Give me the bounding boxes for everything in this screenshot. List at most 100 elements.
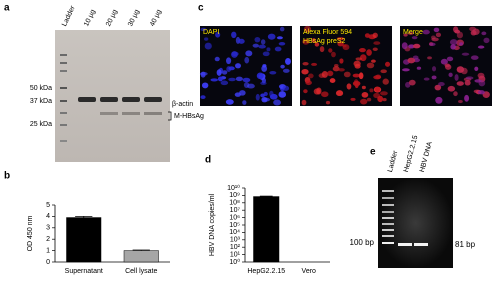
cell bbox=[450, 44, 456, 50]
cell bbox=[274, 46, 282, 52]
marker-label: 37 kDa bbox=[30, 98, 52, 105]
lane-label: 40 µg bbox=[149, 9, 163, 28]
cell bbox=[201, 82, 209, 89]
cell bbox=[252, 43, 259, 48]
cell bbox=[282, 68, 290, 73]
cell bbox=[226, 57, 232, 65]
cell bbox=[215, 31, 221, 38]
y-tick-label: 10² bbox=[230, 244, 241, 251]
cell bbox=[262, 51, 270, 57]
cell bbox=[254, 36, 261, 43]
cell bbox=[200, 95, 206, 100]
cell bbox=[366, 49, 372, 56]
cell bbox=[226, 66, 232, 73]
cell bbox=[448, 72, 453, 78]
cell bbox=[372, 32, 378, 39]
cell bbox=[260, 81, 267, 85]
cell bbox=[422, 29, 430, 35]
cell bbox=[370, 59, 376, 63]
y-tick-label: 10⁶ bbox=[229, 214, 240, 221]
cell bbox=[231, 51, 238, 58]
bar bbox=[253, 196, 280, 263]
cell bbox=[242, 77, 251, 83]
cell bbox=[282, 85, 290, 91]
cell bbox=[216, 69, 222, 76]
blot-bands bbox=[60, 54, 162, 142]
cell bbox=[334, 63, 339, 68]
y-tick-label: 4 bbox=[46, 213, 50, 220]
cell bbox=[269, 93, 278, 100]
cell bbox=[416, 66, 422, 70]
cell bbox=[204, 37, 209, 41]
y-tick-label: 3 bbox=[46, 225, 50, 232]
panel-label: a bbox=[4, 3, 10, 14]
cell bbox=[464, 94, 470, 102]
cell bbox=[433, 27, 440, 33]
cell bbox=[364, 33, 371, 38]
cell bbox=[199, 71, 208, 76]
y-tick-label: 10⁸ bbox=[229, 200, 240, 207]
cell bbox=[261, 65, 268, 72]
cell bbox=[481, 31, 487, 36]
cell bbox=[235, 63, 241, 69]
cell bbox=[375, 86, 380, 92]
cell bbox=[453, 91, 458, 97]
cell bbox=[225, 99, 234, 105]
cell bbox=[204, 42, 212, 50]
micrograph-background bbox=[200, 26, 292, 106]
cell bbox=[350, 97, 356, 101]
cell bbox=[337, 41, 344, 47]
marker-label: 25 kDa bbox=[30, 121, 52, 128]
cell bbox=[238, 38, 245, 44]
cell bbox=[303, 25, 312, 33]
cell bbox=[220, 80, 229, 86]
cell bbox=[235, 76, 243, 82]
cell bbox=[242, 100, 247, 105]
western-blot bbox=[55, 30, 170, 162]
y-tick-label: 10³ bbox=[230, 237, 241, 244]
cell bbox=[456, 81, 464, 86]
y-tick-label: 10¹ bbox=[230, 251, 241, 258]
cell bbox=[327, 70, 334, 77]
cell bbox=[446, 56, 454, 62]
lane-label: HepG2.2.15 bbox=[403, 135, 420, 173]
cell bbox=[214, 56, 220, 62]
cell bbox=[256, 72, 264, 80]
cell bbox=[454, 74, 459, 81]
cell bbox=[474, 66, 479, 71]
cell bbox=[477, 72, 485, 79]
micrograph bbox=[199, 26, 292, 106]
cell bbox=[353, 79, 359, 86]
cell bbox=[459, 42, 464, 46]
cell bbox=[336, 37, 345, 41]
cell bbox=[338, 68, 345, 72]
micrograph-title: Alexa Fluor 594 bbox=[303, 29, 352, 36]
error-bar bbox=[132, 249, 150, 251]
cell bbox=[316, 87, 322, 95]
cell bbox=[311, 62, 318, 66]
cell bbox=[372, 47, 378, 52]
cell bbox=[358, 72, 364, 80]
micrograph-title: Merge bbox=[403, 29, 423, 36]
cell bbox=[303, 89, 308, 94]
cell bbox=[373, 41, 381, 45]
cell bbox=[380, 69, 387, 74]
cell bbox=[285, 58, 291, 65]
cell bbox=[255, 93, 260, 101]
y-tick-label: 10⁴ bbox=[229, 229, 240, 236]
band-label: β-actin bbox=[172, 101, 193, 108]
cell bbox=[483, 37, 490, 44]
cell bbox=[401, 42, 408, 50]
cell bbox=[366, 97, 372, 102]
cell bbox=[331, 51, 336, 58]
y-axis-label: OD 450 nm bbox=[27, 215, 34, 251]
cell bbox=[449, 39, 458, 46]
cell bbox=[427, 56, 432, 60]
cell bbox=[231, 31, 237, 39]
lane-label: 10 µg bbox=[83, 9, 97, 28]
y-tick-label: 10¹⁰ bbox=[227, 184, 240, 192]
cell bbox=[332, 66, 340, 72]
cell bbox=[329, 78, 336, 84]
cell bbox=[445, 64, 452, 70]
cell bbox=[359, 47, 366, 53]
